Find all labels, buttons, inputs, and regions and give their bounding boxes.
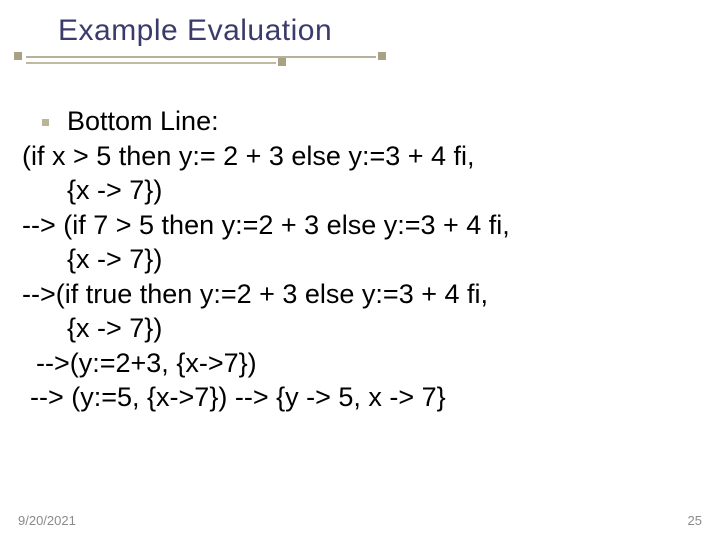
accent-square <box>278 58 286 66</box>
underline-short <box>26 62 276 64</box>
body-line: {x -> 7}) <box>22 242 698 277</box>
accent-square <box>14 52 22 60</box>
slide-body: Bottom Line: (if x > 5 then y:= 2 + 3 el… <box>0 54 720 415</box>
title-underline-decoration <box>0 56 720 70</box>
body-line: {x -> 7}) <box>22 311 698 346</box>
slide-title: Example Evaluation <box>58 14 720 48</box>
slide-footer: 9/20/2021 25 <box>18 513 702 528</box>
body-line: -->(y:=2+3, {x->7}) <box>22 346 698 381</box>
body-line: -->(if true then y:=2 + 3 else y:=3 + 4 … <box>22 277 698 312</box>
body-line: --> (y:=5, {x->7}) --> {y -> 5, x -> 7} <box>22 380 698 415</box>
slide-title-bar: Example Evaluation <box>0 0 720 54</box>
bullet-lead-text: Bottom Line: <box>67 104 219 139</box>
body-line: {x -> 7}) <box>22 173 698 208</box>
footer-page-number: 25 <box>688 513 702 528</box>
body-line: (if x > 5 then y:= 2 + 3 else y:=3 + 4 f… <box>22 139 698 174</box>
bullet-square-icon <box>42 119 49 126</box>
accent-square <box>378 52 386 60</box>
footer-date: 9/20/2021 <box>18 513 76 528</box>
body-line: --> (if 7 > 5 then y:=2 + 3 else y:=3 + … <box>22 208 698 243</box>
underline-long <box>26 56 376 58</box>
bullet-item: Bottom Line: <box>22 104 698 139</box>
